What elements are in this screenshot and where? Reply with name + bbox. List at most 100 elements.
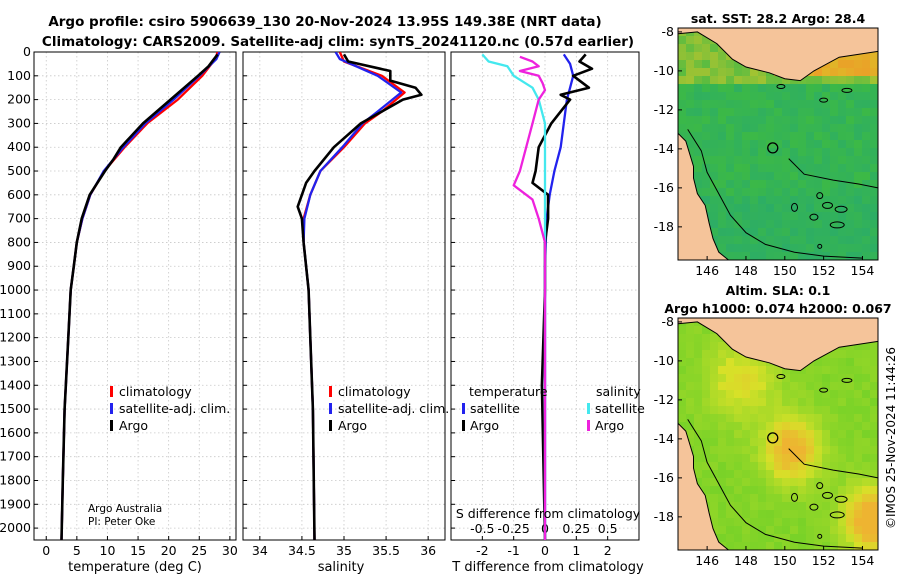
map-cell — [758, 414, 767, 423]
map-cell — [846, 124, 855, 133]
map-cell — [702, 414, 711, 423]
map-cell — [710, 478, 719, 487]
map-cell — [806, 478, 815, 487]
map-cell — [806, 124, 815, 133]
map-cell — [822, 414, 831, 423]
map-cell — [806, 430, 815, 439]
map-cell — [710, 414, 719, 423]
map-cell — [750, 478, 759, 487]
map-cell — [830, 390, 839, 399]
map-cell — [854, 422, 863, 431]
map-cell — [798, 180, 807, 189]
map-cell — [870, 100, 878, 109]
map-cell — [710, 438, 719, 447]
legend-swatch-satellite — [110, 403, 113, 414]
map-cell — [758, 494, 767, 503]
map-cell — [718, 470, 727, 479]
map-cell — [702, 342, 711, 351]
map-cell — [798, 382, 807, 391]
map-cell — [822, 164, 831, 173]
x-tick-label: 34.5 — [288, 543, 316, 558]
difference-legend: temperature salinity satellite Argo sate… — [462, 384, 645, 433]
map-cell — [862, 148, 871, 157]
map-cell — [734, 100, 743, 109]
map-cell — [742, 244, 751, 253]
map-cell — [846, 236, 855, 245]
x-tick-label: 1 — [572, 543, 580, 558]
map-cell — [854, 398, 863, 407]
map-cell — [726, 542, 735, 550]
map-cell — [702, 446, 711, 455]
map-cell — [814, 116, 823, 125]
map-cell — [742, 398, 751, 407]
map-cell — [750, 252, 759, 260]
map-cell — [822, 374, 831, 383]
map-cell — [846, 486, 855, 495]
map-cell — [702, 462, 711, 471]
x2-tick-label: -0.25 — [497, 521, 529, 536]
map-cell — [846, 108, 855, 117]
map-cell — [734, 518, 743, 527]
map-cell — [678, 76, 687, 85]
x-tick-label: 10 — [100, 543, 116, 558]
map-cell — [838, 470, 847, 479]
map-cell — [838, 164, 847, 173]
map-cell — [710, 188, 719, 197]
reef-outline — [817, 533, 823, 539]
map-cell — [870, 140, 878, 149]
map-cell — [854, 350, 863, 359]
map-cell — [678, 390, 687, 399]
map-cell — [766, 446, 775, 455]
map-cell — [710, 342, 719, 351]
map-cell — [750, 76, 759, 85]
map-cell — [678, 326, 687, 335]
map-cell — [726, 116, 735, 125]
map-cell — [838, 220, 847, 229]
map-cell — [774, 148, 783, 157]
legend-swatch-climatology — [329, 386, 332, 397]
map-cell — [758, 430, 767, 439]
map-cell — [742, 446, 751, 455]
map-cell — [678, 342, 687, 351]
map-cell — [734, 92, 743, 101]
sst-map-frame — [677, 27, 879, 261]
map-cell — [694, 390, 703, 399]
map-cell — [782, 156, 791, 165]
map-cell — [870, 446, 878, 455]
map-cell — [694, 84, 703, 93]
map-cell — [846, 398, 855, 407]
map-cell — [702, 140, 711, 149]
map-cell — [694, 422, 703, 431]
map-cell — [830, 156, 839, 165]
map-cell — [726, 454, 735, 463]
map-cell — [766, 156, 775, 165]
depth-tick-label: 800 — [7, 234, 31, 249]
map-cell — [790, 244, 799, 253]
map-cell — [782, 534, 791, 543]
map-cell — [782, 124, 791, 133]
map-cell — [734, 462, 743, 471]
map-cell — [838, 212, 847, 221]
map-cell — [758, 156, 767, 165]
map-cell — [838, 422, 847, 431]
map-cell — [790, 486, 799, 495]
map-cell — [798, 446, 807, 455]
map-cell — [822, 518, 831, 527]
map-cell — [718, 212, 727, 221]
map-cell — [710, 390, 719, 399]
map-cell — [710, 382, 719, 391]
map-cell — [862, 374, 871, 383]
map-cell — [782, 438, 791, 447]
x-tick-label: -2 — [476, 543, 488, 558]
depth-tick-label: 900 — [7, 258, 31, 273]
salinity-lines — [296, 52, 423, 540]
map-cell — [726, 132, 735, 141]
map-cell — [806, 228, 815, 237]
map-cell — [678, 84, 687, 93]
map-cell — [830, 108, 839, 117]
series-climatology — [60, 52, 219, 540]
map-cell — [870, 358, 878, 367]
map-cell — [774, 180, 783, 189]
temperature-lines — [60, 52, 221, 540]
map-cell — [710, 68, 719, 77]
